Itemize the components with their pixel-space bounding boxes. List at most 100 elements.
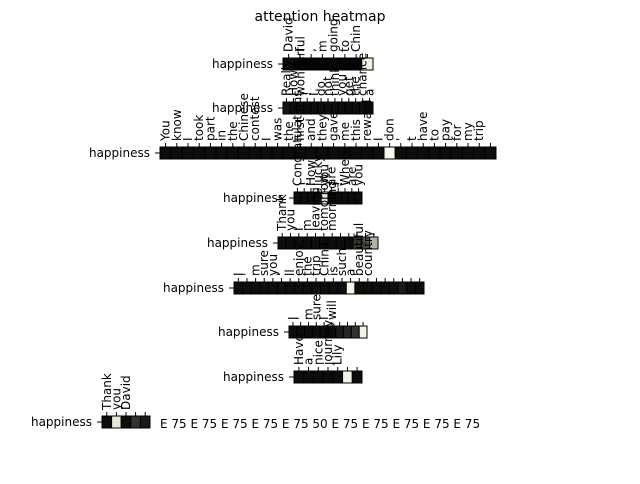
- x-tick-label: sure: [309, 294, 323, 320]
- heatmap-cell: [372, 146, 385, 160]
- heatmap-cell: [249, 146, 262, 160]
- heatmap-cell: [226, 146, 239, 160]
- x-tick-label: get: [342, 76, 356, 96]
- x-tick-label: the: [349, 76, 363, 96]
- x-tick-label: China: [318, 242, 332, 276]
- x-tick-label: they: [315, 114, 329, 141]
- heatmap-cell: [405, 146, 419, 160]
- heatmap-cell: [397, 281, 408, 295]
- heatmap-cell: [361, 146, 374, 160]
- chart-title: attention heatmap: [255, 9, 386, 25]
- heatmap-cell: [268, 281, 278, 295]
- heatmap-cell: [300, 191, 309, 205]
- x-tick-label: you: [352, 164, 366, 186]
- bottom-tick-artifacts: E 75 E 75 E 75 E 75 E 75 50 E 75 E 75 E …: [160, 417, 480, 431]
- heatmap-cell: [347, 191, 356, 205]
- heatmap-cell: [380, 281, 390, 295]
- x-tick-label: wonderful: [293, 36, 307, 96]
- heatmap-cell: [319, 281, 330, 295]
- row-y-label: happiness: [89, 146, 150, 160]
- x-tick-label: I: [293, 48, 307, 52]
- x-tick-label: part: [203, 116, 217, 141]
- heatmap-cell: [388, 281, 399, 295]
- x-tick-label: me: [338, 122, 352, 141]
- x-tick-label: you: [266, 254, 280, 276]
- x-tick-label: don: [383, 118, 397, 141]
- row-y-label: happiness: [31, 415, 92, 429]
- heatmap-cell: [101, 415, 113, 429]
- x-tick-label: you: [318, 164, 332, 186]
- heatmap-cell: [363, 281, 373, 295]
- heatmap-cell: [311, 325, 321, 339]
- row-y-label: happiness: [212, 57, 273, 71]
- heatmap-cell: [170, 146, 183, 160]
- heatmap-cell: [417, 146, 430, 160]
- x-tick-label: I: [317, 316, 331, 320]
- x-tick-label: sure: [257, 250, 271, 276]
- x-tick-label: gave: [327, 112, 341, 141]
- heatmap-cell: [439, 146, 452, 160]
- x-tick-label: know: [170, 109, 184, 141]
- x-tick-label: ': [275, 273, 289, 276]
- x-tick-label: such: [335, 248, 349, 276]
- x-tick-label: a: [344, 269, 358, 276]
- heatmap-cell: [328, 281, 339, 295]
- heatmap-cell: [181, 146, 195, 160]
- heatmap-cell: [316, 57, 329, 71]
- heatmap-cell: [349, 146, 363, 160]
- heatmap-cell: [345, 281, 356, 295]
- x-tick-label: you: [284, 209, 298, 231]
- heatmap-cell: [383, 146, 396, 160]
- heatmap-cell: [282, 101, 291, 115]
- heatmap-row: happinessReallyHowwonderful!Idonotthinky…: [212, 36, 377, 115]
- heatmap-cell: [342, 370, 353, 384]
- x-tick-label: m: [315, 40, 329, 52]
- heatmap-cell: [193, 146, 206, 160]
- x-tick-label: You: [159, 120, 173, 142]
- heatmap-cell: [484, 146, 497, 160]
- x-tick-label: a: [363, 89, 377, 96]
- x-tick-label: country: [361, 230, 375, 276]
- heatmap-cell: [285, 281, 295, 295]
- heatmap-cell: [139, 415, 151, 429]
- x-tick-label: not: [321, 76, 335, 96]
- heatmap-cell: [317, 101, 326, 115]
- heatmap-cell: [461, 146, 475, 160]
- heatmap-cell: [354, 191, 363, 205]
- heatmap-cell: [237, 146, 251, 160]
- row-y-label: happiness: [218, 325, 279, 339]
- x-tick-label: Chinese: [237, 93, 251, 141]
- x-tick-label: ': [240, 273, 254, 276]
- x-tick-label: I: [286, 316, 300, 320]
- heatmap-cell: [450, 146, 463, 160]
- heatmap-cell: [311, 281, 321, 295]
- heatmap-cell: [341, 191, 349, 205]
- x-tick-label: do: [314, 81, 328, 96]
- heatmap-cell: [473, 146, 486, 160]
- x-tick-label: t: [405, 136, 419, 141]
- x-tick-label: beautiful: [352, 223, 366, 276]
- x-tick-label: David: [119, 375, 133, 410]
- x-tick-label: ,: [304, 48, 318, 52]
- x-tick-label: was: [271, 118, 285, 141]
- heatmap-cell: [428, 146, 441, 160]
- heatmap-cell: [260, 146, 273, 160]
- x-tick-label: !: [300, 91, 314, 96]
- heatmap-cell: [312, 370, 324, 384]
- x-tick-label: I: [307, 92, 321, 96]
- x-tick-label: first: [293, 117, 307, 141]
- x-tick-label: for: [450, 124, 464, 141]
- heatmap-cell: [242, 281, 252, 295]
- x-tick-label: to: [427, 129, 441, 141]
- x-tick-label: ll: [283, 269, 297, 276]
- x-tick-label: lucky: [311, 155, 325, 186]
- heatmap-row: happinessCongratulations!Howluckyyouare!…: [223, 91, 366, 205]
- x-tick-label: I: [259, 137, 273, 141]
- x-tick-label: How: [304, 160, 318, 186]
- x-tick-label: you: [109, 388, 123, 410]
- heatmap-cell: [350, 325, 360, 339]
- heatmap-cell: [394, 146, 407, 160]
- x-tick-label: trip: [472, 120, 486, 141]
- x-tick-label: the: [226, 121, 240, 141]
